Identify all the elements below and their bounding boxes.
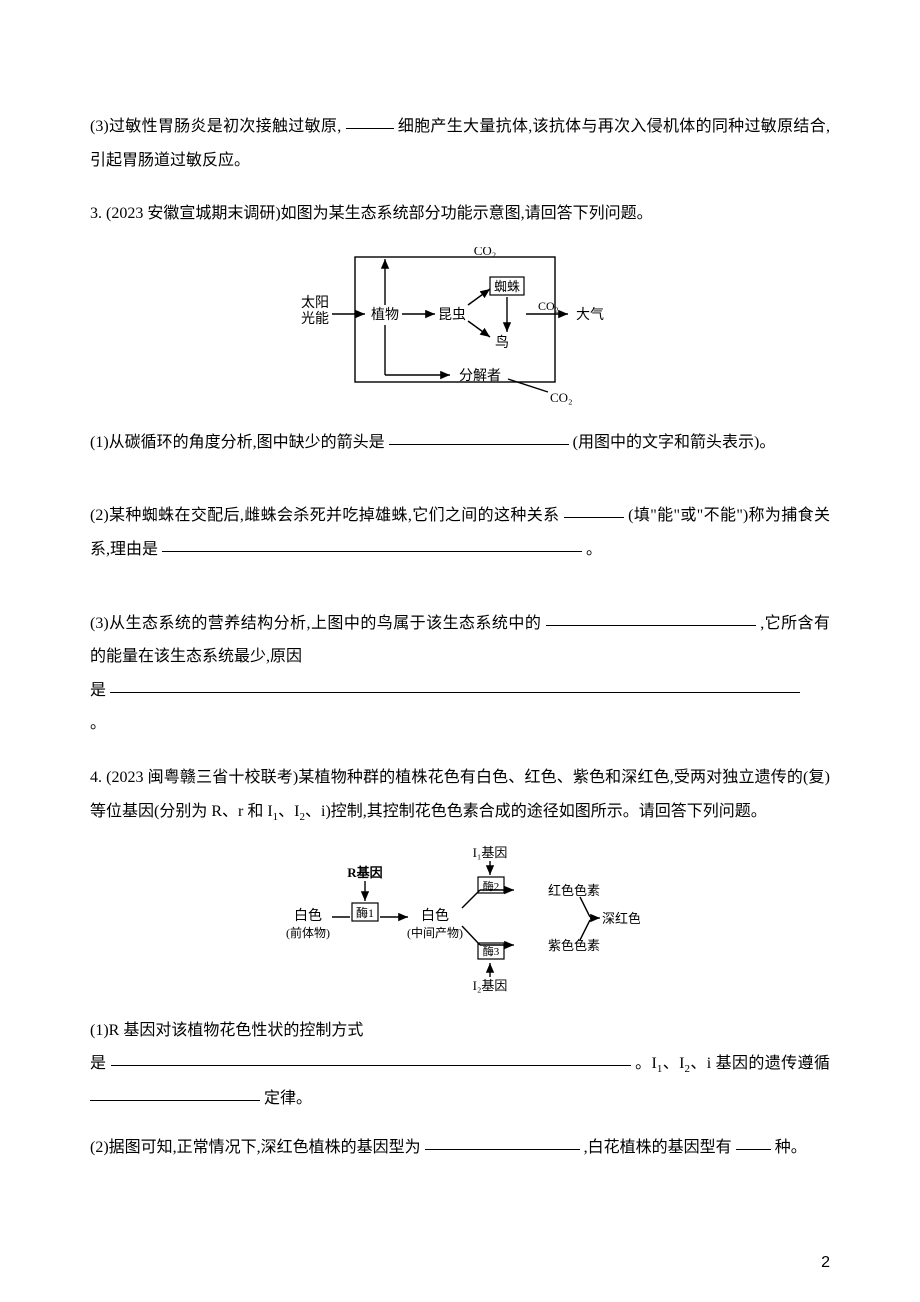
lbl-plant: 植物 — [371, 307, 399, 323]
lbl-rgene: R基因 — [347, 865, 382, 880]
blank-q3-2b[interactable] — [162, 535, 582, 552]
q4-sd: 、i)控制,其控制花色色素合成的途径如图所示。请回答下列问题。 — [305, 803, 767, 820]
lbl-w2a: 白色 — [421, 907, 449, 924]
q3-part1: (1)从碳循环的角度分析,图中缺少的箭头是 (用图中的文字和箭头表示)。 — [90, 426, 830, 460]
q4-1e: 、i 基因的遗传遵循 — [690, 1055, 830, 1072]
q3-1b: (用图中的文字和箭头表示)。 — [573, 434, 776, 451]
lbl-co2-bot: CO₂ — [550, 390, 573, 405]
lbl-sun2: 光能 — [301, 311, 329, 327]
q4-1b: 是 — [90, 1055, 106, 1072]
q4-1d: 、I — [662, 1055, 684, 1072]
page: (3)过敏性胃肠炎是初次接触过敏原, 细胞产生大量抗体,该抗体与再次入侵机体的同… — [0, 0, 920, 1302]
lbl-co2-mid: CO₂ — [538, 299, 559, 313]
lbl-red: 红色色素 — [548, 883, 600, 898]
q3-part2: (2)某种蜘蛛在交配后,雌蛛会杀死并吃掉雄蛛,它们之间的这种关系 (填"能"或"… — [90, 499, 830, 566]
q4-part1b: 是 。I1、I2、i 基因的遗传遵循 定律。 — [90, 1047, 830, 1115]
q4-num: 4. — [90, 769, 102, 786]
lbl-bird: 鸟 — [495, 335, 509, 351]
ecosystem-svg: 太阳 光能 植物 昆虫 CO₂ 蜘蛛 鸟 CO₂ 大气 — [290, 247, 630, 407]
lbl-enz3: 酶3 — [483, 945, 500, 958]
q4-1c: 。I — [635, 1055, 657, 1072]
lbl-sun1: 太阳 — [301, 295, 329, 311]
lbl-i1: I₁基因 — [473, 845, 508, 860]
q4-sc: 、I — [278, 803, 299, 820]
blank-q3-3a[interactable] — [546, 609, 756, 626]
blank-q4-1a[interactable] — [111, 1049, 631, 1066]
lbl-atmos: 大气 — [576, 307, 604, 323]
blank-q3-2a[interactable] — [564, 501, 624, 518]
q3-stem-text: (2023 安徽宣城期末调研)如图为某生态系统部分功能示意图,请回答下列问题。 — [106, 205, 653, 222]
lbl-purple: 紫色色素 — [548, 938, 600, 953]
blank-q3-1[interactable] — [389, 428, 569, 445]
lbl-insect: 昆虫 — [438, 307, 466, 323]
blank-q4-2b[interactable] — [736, 1133, 771, 1150]
q3-2c: 。 — [586, 541, 602, 558]
lbl-deep: 深红色素 — [602, 911, 640, 926]
figure-ecosystem: 太阳 光能 植物 昆虫 CO₂ 蜘蛛 鸟 CO₂ 大气 — [90, 247, 830, 412]
q4-1a: (1)R 基因对该植物花色性状的控制方式 — [90, 1022, 363, 1039]
lbl-w1a: 白色 — [294, 907, 322, 924]
q3-3d: 。 — [90, 715, 106, 732]
lbl-enz1: 酶1 — [356, 905, 374, 920]
q3-num: 3. — [90, 205, 102, 222]
q3-stem: 3. (2023 安徽宣城期末调研)如图为某生态系统部分功能示意图,请回答下列问… — [90, 197, 830, 231]
q3-1a: (1)从碳循环的角度分析,图中缺少的箭头是 — [90, 434, 385, 451]
lbl-decomp: 分解者 — [459, 368, 501, 384]
q3-part3: (3)从生态系统的营养结构分析,上图中的鸟属于该生态系统中的 ,它所含有的能量在… — [90, 607, 830, 674]
q2-3-prefix: (3)过敏性胃肠炎是初次接触过敏原, — [90, 118, 341, 135]
q4-1f: 定律。 — [264, 1090, 312, 1107]
figure-genetics: 白色 (前体物) R基因 酶1 白色 (中间产物) I₁基因 酶2 红色色素 — [90, 845, 830, 1000]
q4-2a: (2)据图可知,正常情况下,深红色植株的基因型为 — [90, 1139, 421, 1156]
q4-stem: 4. (2023 闽粤赣三省十校联考)某植物种群的植株花色有白色、红色、紫色和深… — [90, 761, 830, 829]
q4-2b: ,白花植株的基因型有 — [584, 1139, 732, 1156]
lbl-enz2: 酶2 — [483, 880, 500, 893]
lbl-i2: I₂基因 — [473, 978, 508, 993]
q3-3a: (3)从生态系统的营养结构分析,上图中的鸟属于该生态系统中的 — [90, 615, 541, 632]
q3-2a: (2)某种蜘蛛在交配后,雌蛛会杀死并吃掉雄蛛,它们之间的这种关系 — [90, 507, 559, 524]
q2-part3: (3)过敏性胃肠炎是初次接触过敏原, 细胞产生大量抗体,该抗体与再次入侵机体的同… — [90, 110, 830, 177]
q4-part1a: (1)R 基因对该植物花色性状的控制方式 — [90, 1014, 830, 1048]
blank-q2-3[interactable] — [346, 112, 394, 129]
lbl-co2-top: CO₂ — [474, 247, 497, 258]
q3-3c: 是 — [90, 682, 106, 699]
q4-part2: (2)据图可知,正常情况下,深红色植株的基因型为 ,白花植株的基因型有 种。 — [90, 1131, 830, 1165]
q4-2c: 种。 — [775, 1139, 807, 1156]
page-number: 2 — [821, 1254, 830, 1272]
q3-part3b: 是 。 — [90, 674, 830, 741]
blank-q4-1b[interactable] — [90, 1084, 260, 1101]
blank-q4-2a[interactable] — [425, 1133, 580, 1150]
lbl-w2b: (中间产物) — [407, 925, 463, 940]
genetics-svg: 白色 (前体物) R基因 酶1 白色 (中间产物) I₁基因 酶2 红色色素 — [280, 845, 640, 995]
lbl-spider: 蜘蛛 — [494, 279, 520, 294]
blank-q3-3b[interactable] — [110, 676, 800, 693]
lbl-w1b: (前体物) — [286, 925, 330, 940]
